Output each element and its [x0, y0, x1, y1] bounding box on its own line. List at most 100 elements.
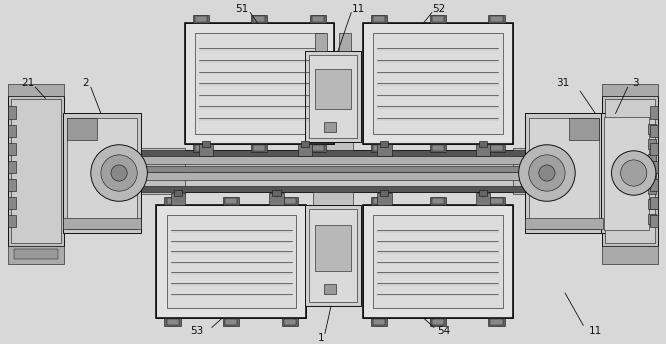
Bar	[284, 319, 296, 325]
Bar	[8, 150, 658, 192]
Bar	[270, 193, 284, 205]
Bar	[480, 190, 488, 196]
Text: 1: 1	[318, 333, 324, 344]
Bar	[513, 148, 525, 194]
Bar	[490, 145, 503, 151]
Bar	[339, 33, 351, 51]
Circle shape	[621, 160, 647, 186]
Bar	[650, 179, 658, 191]
Bar	[476, 144, 490, 156]
Bar	[430, 14, 446, 23]
Circle shape	[91, 145, 147, 201]
Bar	[192, 144, 209, 152]
Bar	[378, 144, 392, 156]
Bar	[141, 148, 184, 194]
Bar	[363, 23, 513, 144]
Circle shape	[111, 165, 127, 181]
Bar	[372, 318, 388, 326]
Bar	[380, 190, 388, 196]
Bar	[480, 141, 488, 147]
Bar	[648, 184, 656, 194]
Bar	[8, 143, 16, 155]
Bar	[67, 118, 137, 228]
Text: 11: 11	[589, 326, 602, 336]
Bar	[67, 118, 97, 140]
Bar	[165, 318, 180, 326]
Bar	[650, 215, 658, 227]
Bar	[374, 215, 503, 308]
Text: 54: 54	[438, 326, 451, 336]
Bar	[374, 33, 503, 134]
Bar	[374, 145, 386, 151]
Bar	[313, 142, 353, 150]
Bar	[253, 145, 265, 151]
Bar	[8, 246, 63, 264]
Text: 31: 31	[557, 78, 569, 88]
Bar	[312, 15, 324, 22]
Text: 52: 52	[432, 3, 446, 13]
Bar	[157, 205, 306, 318]
Bar	[525, 218, 603, 228]
Bar	[194, 15, 207, 22]
Bar	[430, 197, 446, 205]
Bar	[63, 114, 141, 233]
Text: 51: 51	[236, 3, 249, 13]
Bar	[63, 218, 141, 228]
Bar	[601, 123, 603, 223]
Bar	[363, 23, 513, 144]
Bar	[309, 55, 357, 138]
Bar	[8, 161, 16, 173]
Text: 3: 3	[633, 78, 639, 88]
Circle shape	[101, 155, 137, 191]
Circle shape	[611, 151, 656, 195]
Bar	[251, 14, 268, 23]
Bar	[432, 198, 444, 204]
Bar	[650, 161, 658, 173]
Bar	[310, 14, 326, 23]
Bar	[432, 145, 444, 151]
Bar	[488, 14, 505, 23]
Bar	[8, 186, 658, 192]
Bar	[648, 169, 656, 179]
Bar	[8, 150, 658, 156]
Bar	[372, 197, 388, 205]
Bar	[601, 114, 652, 233]
Bar	[648, 214, 656, 225]
Bar	[309, 209, 357, 302]
Bar	[305, 205, 361, 306]
Bar	[490, 319, 503, 325]
Bar	[14, 249, 57, 259]
Bar	[529, 118, 599, 228]
Bar	[490, 15, 503, 22]
Bar	[430, 318, 446, 326]
Bar	[372, 14, 388, 23]
Bar	[648, 123, 656, 134]
Bar	[157, 205, 306, 318]
Bar	[363, 205, 513, 318]
Bar	[301, 141, 309, 147]
Bar	[253, 15, 265, 22]
Bar	[192, 14, 209, 23]
Bar	[315, 33, 327, 51]
Bar	[166, 215, 296, 308]
Bar	[313, 192, 353, 205]
Bar	[312, 145, 324, 151]
Bar	[198, 144, 213, 156]
Bar	[525, 114, 603, 233]
Bar	[380, 141, 388, 147]
Bar	[251, 144, 268, 152]
Bar	[184, 23, 334, 144]
Circle shape	[529, 155, 565, 191]
Bar	[184, 23, 334, 144]
Bar	[8, 84, 63, 96]
Bar	[569, 118, 599, 140]
Bar	[432, 15, 444, 22]
Bar	[165, 197, 180, 205]
Bar	[8, 96, 63, 246]
Circle shape	[519, 145, 575, 201]
Bar	[8, 125, 16, 137]
Bar	[8, 197, 16, 209]
Bar	[324, 121, 336, 132]
Bar	[284, 198, 296, 204]
Bar	[650, 197, 658, 209]
